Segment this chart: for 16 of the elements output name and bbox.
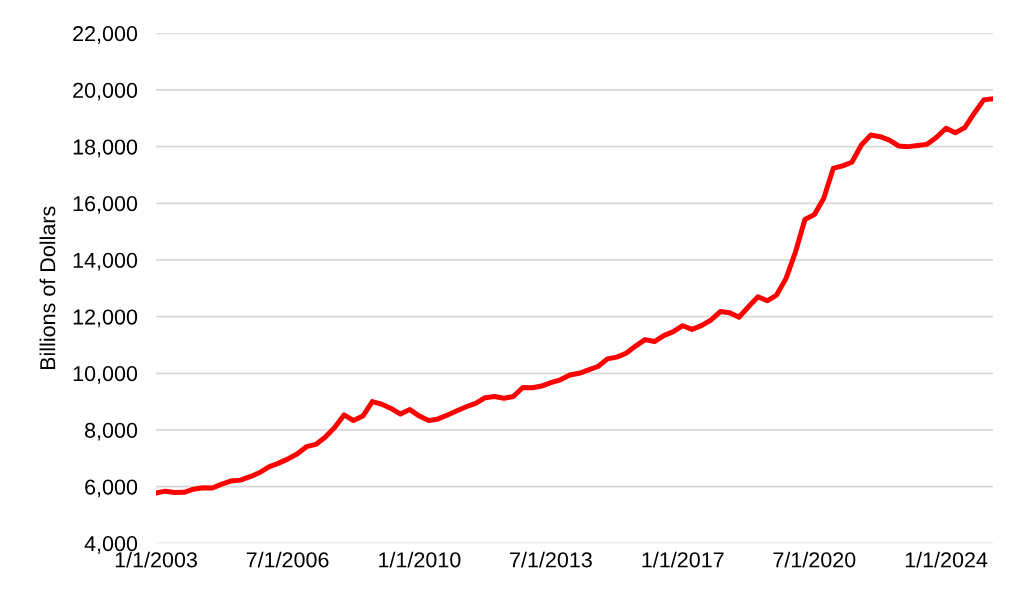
y-tick-label: 18,000 bbox=[73, 139, 138, 158]
y-axis-title: Billions of Dollars bbox=[39, 206, 56, 370]
y-tick-label: 12,000 bbox=[73, 309, 138, 328]
y-tick-label: 6,000 bbox=[85, 479, 138, 498]
x-tick-label: 1/1/2024 bbox=[905, 551, 988, 568]
x-tick-label: 7/1/2020 bbox=[773, 551, 856, 568]
x-tick-label: 7/1/2006 bbox=[246, 551, 329, 568]
x-tick-label: 1/1/2010 bbox=[379, 551, 461, 568]
y-tick-label: 14,000 bbox=[73, 252, 138, 271]
y-tick-label: 16,000 bbox=[73, 196, 138, 214]
x-tick-label: 1/1/2017 bbox=[642, 551, 724, 568]
y-tick-label: 8,000 bbox=[85, 422, 138, 441]
x-tick-label: 7/1/2013 bbox=[510, 551, 592, 568]
y-tick-label: 22,000 bbox=[73, 26, 138, 44]
y-tick-label: 10,000 bbox=[73, 366, 138, 384]
y-tick-label: 20,000 bbox=[73, 82, 138, 101]
